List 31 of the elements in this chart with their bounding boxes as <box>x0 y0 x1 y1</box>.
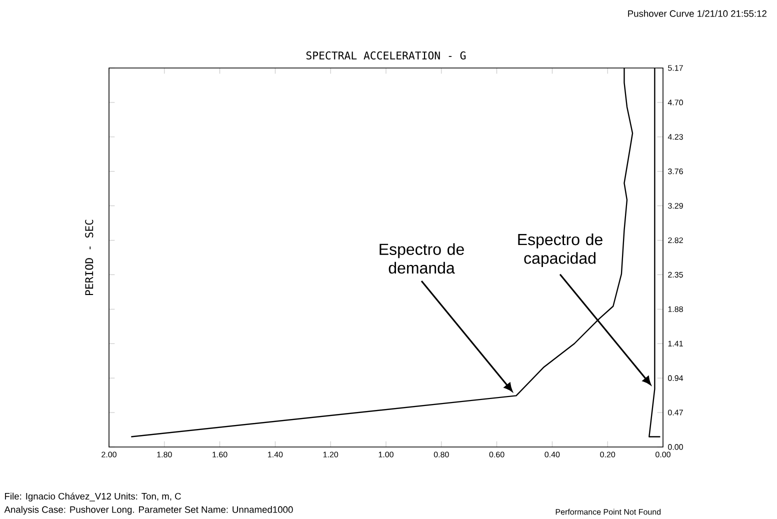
y-tick-label: 0.47 <box>668 410 683 416</box>
y-tick-label: 3.76 <box>668 168 683 174</box>
annotation: Espectro de capacidad <box>518 233 602 268</box>
x-tick-label: 0.40 <box>544 452 560 458</box>
y-tick-label: 0.00 <box>668 444 683 450</box>
x-tick-label: 1.60 <box>212 452 228 458</box>
x-axis-title: SPECTRAL ACCELERATION - G <box>306 51 466 60</box>
y-tick-label: 4.23 <box>668 134 683 140</box>
y-tick-label: 0.94 <box>668 375 684 381</box>
text: Performance Point Not Found <box>556 508 661 515</box>
x-tick-label: 1.80 <box>157 452 172 458</box>
x-tick-label: 0.80 <box>434 452 449 458</box>
x-tick-label: 2.00 <box>102 452 116 458</box>
x-tick-label: 0.60 <box>489 452 504 458</box>
text: File: Ignacio Chávez_V12 Units: Ton, m, C <box>5 492 181 502</box>
y-tick-label: 1.41 <box>668 340 683 346</box>
x-tick-label: 1.40 <box>268 452 283 458</box>
y-tick-label: 5.17 <box>668 65 683 71</box>
y-tick-label: 2.35 <box>668 272 683 278</box>
y-tick-label: 2.82 <box>668 237 683 244</box>
x-tick-label: 1.20 <box>323 452 338 458</box>
text: Pushover Curve 1/21/10 21:55:12 <box>628 10 766 17</box>
x-tick-label: 0.20 <box>600 452 616 458</box>
annotation: Espectro de demanda <box>380 243 464 274</box>
x-tick-label: 1.00 <box>378 452 394 458</box>
text: Analysis Case: Pushover Long. Parameter Set Name: Unnamed1000 <box>4 506 293 515</box>
y-axis-title: PERIOD - SEC <box>85 220 94 296</box>
y-tick-label: 3.29 <box>668 202 683 209</box>
y-tick-label: 4.70 <box>668 100 683 106</box>
y-tick-label: 1.88 <box>668 306 683 312</box>
x-tick-label: 0.00 <box>656 452 670 458</box>
